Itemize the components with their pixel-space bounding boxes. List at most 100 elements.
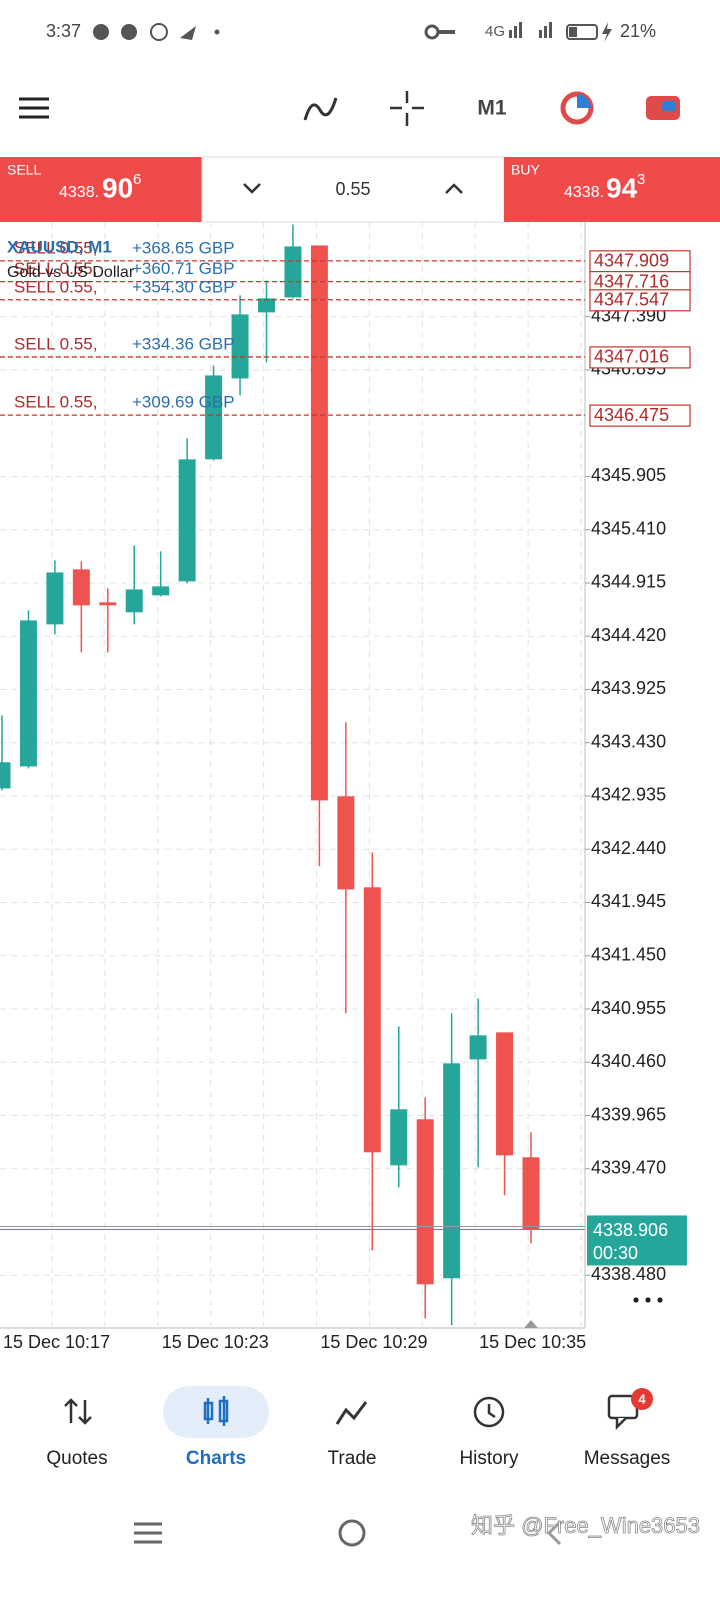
trade-icon bbox=[335, 1401, 368, 1425]
y-tick-label: 4340.460 bbox=[591, 1051, 666, 1071]
nav-trade[interactable]: Trade bbox=[328, 1448, 377, 1469]
chart: 4347.3904346.8954345.9054345.4104344.915… bbox=[0, 222, 691, 1352]
candle-body bbox=[522, 1157, 540, 1230]
indicators-button[interactable] bbox=[303, 97, 338, 121]
y-tick-label: 4338.480 bbox=[591, 1264, 666, 1284]
order-price: 4347.716 bbox=[594, 271, 669, 291]
one-click-button[interactable] bbox=[560, 91, 594, 125]
buy-price-big: 94 bbox=[606, 172, 638, 203]
current-price-box bbox=[587, 1215, 687, 1266]
messages-badge: 4 bbox=[638, 1391, 646, 1406]
order-profit: +354.30 GBP bbox=[132, 277, 235, 296]
order-profit: +360.71 GBP bbox=[132, 259, 235, 278]
buy-price-main: 4338. bbox=[564, 184, 604, 201]
watermark: 知乎 @Free_Wine3653 bbox=[471, 1513, 700, 1538]
candle-body bbox=[231, 314, 249, 379]
x-tick-label: 15 Dec 10:17 bbox=[3, 1332, 110, 1352]
y-tick-label: 4345.410 bbox=[591, 518, 666, 538]
candle-body bbox=[19, 620, 37, 767]
scroll-marker bbox=[524, 1320, 538, 1328]
candle-body bbox=[152, 586, 170, 596]
history-icon bbox=[473, 1396, 505, 1428]
home-button[interactable] bbox=[338, 1519, 366, 1547]
x-tick-label: 15 Dec 10:23 bbox=[162, 1332, 269, 1352]
countdown: 00:30 bbox=[593, 1243, 638, 1263]
y-tick-label: 4341.450 bbox=[591, 944, 666, 964]
volume-box bbox=[201, 156, 505, 223]
order-label: SELL 0.55, bbox=[14, 334, 98, 353]
buy-button[interactable] bbox=[504, 157, 720, 222]
buy-price-sup: 3 bbox=[637, 171, 645, 188]
order-profit: +368.65 GBP bbox=[132, 238, 235, 257]
chart-subtitle: Gold vs US Dollar bbox=[7, 264, 135, 281]
candle-body bbox=[496, 1032, 514, 1156]
y-tick-label: 4340.955 bbox=[591, 998, 666, 1018]
order-label: SELL 0.55, bbox=[14, 393, 98, 412]
candle-body bbox=[284, 246, 302, 298]
order-profit: +309.69 GBP bbox=[132, 393, 235, 412]
current-price: 4338.906 bbox=[593, 1220, 668, 1240]
volume-down[interactable] bbox=[243, 183, 261, 194]
y-tick-label: 4343.430 bbox=[591, 731, 666, 751]
candle-body bbox=[46, 572, 64, 625]
order-profit: +334.36 GBP bbox=[132, 334, 235, 353]
nav-charts[interactable]: Charts bbox=[186, 1448, 246, 1469]
x-tick-label: 15 Dec 10:35 bbox=[479, 1332, 586, 1352]
candle-body bbox=[72, 569, 90, 606]
sell-button[interactable] bbox=[0, 157, 202, 222]
candle-body bbox=[469, 1035, 487, 1060]
sell-price-sup: 6 bbox=[133, 171, 141, 188]
y-tick-label: 4345.905 bbox=[591, 465, 666, 485]
candle-body bbox=[310, 245, 328, 801]
status-battery: 21% bbox=[620, 21, 656, 41]
sell-price-big: 90 bbox=[102, 172, 133, 203]
status-icons bbox=[93, 22, 612, 42]
candle-body bbox=[258, 298, 275, 313]
status-network: 4G bbox=[485, 23, 505, 40]
buy-label: BUY bbox=[511, 162, 540, 178]
recents-button[interactable] bbox=[134, 1522, 162, 1544]
volume-up[interactable] bbox=[445, 183, 463, 194]
y-tick-label: 4339.965 bbox=[591, 1104, 666, 1124]
candle-body bbox=[416, 1119, 434, 1285]
candle-body bbox=[205, 375, 223, 460]
status-time: 3:37 bbox=[46, 21, 81, 41]
y-tick-label: 4342.440 bbox=[591, 838, 666, 858]
order-price-box bbox=[589, 346, 691, 369]
nav-history[interactable]: History bbox=[459, 1448, 519, 1469]
order-price-box bbox=[589, 289, 691, 312]
sell-label: SELL bbox=[7, 162, 41, 178]
candle-body bbox=[363, 887, 381, 1153]
sell-price-main: 4338. bbox=[59, 184, 99, 201]
order-price-box bbox=[589, 404, 691, 427]
order-label: SELL 0.55, bbox=[14, 277, 98, 296]
messages-icon bbox=[607, 1388, 653, 1431]
order-price: 4347.547 bbox=[594, 290, 669, 310]
order-label: SELL 0.55, bbox=[14, 259, 98, 278]
candle-body bbox=[390, 1109, 408, 1166]
order-label: SELL 0.55, bbox=[14, 238, 98, 257]
y-tick-label: 4343.925 bbox=[591, 678, 666, 698]
back-button[interactable] bbox=[546, 1520, 562, 1546]
candle-body bbox=[443, 1063, 461, 1279]
candle-body bbox=[99, 602, 117, 606]
y-tick-label: 4344.915 bbox=[591, 572, 666, 592]
y-tick-label: 4344.420 bbox=[591, 625, 666, 645]
nav-quotes[interactable]: Quotes bbox=[46, 1448, 107, 1469]
more-button[interactable] bbox=[633, 1297, 663, 1303]
timeframe-button[interactable]: M1 bbox=[477, 97, 506, 120]
x-tick-label: 15 Dec 10:29 bbox=[320, 1332, 427, 1352]
quotes-icon bbox=[64, 1398, 92, 1425]
volume[interactable]: 0.55 bbox=[335, 179, 370, 199]
menu-button[interactable] bbox=[19, 97, 49, 119]
candle-body bbox=[178, 459, 196, 582]
chart-title: XAUUSD, M1 bbox=[7, 237, 112, 256]
crosshair-button[interactable] bbox=[390, 91, 424, 126]
candle-body bbox=[337, 796, 355, 890]
order-price: 4347.016 bbox=[594, 347, 669, 367]
trade-button[interactable] bbox=[646, 96, 680, 120]
y-tick-label: 4341.945 bbox=[591, 891, 666, 911]
nav-messages[interactable]: Messages bbox=[584, 1448, 671, 1469]
